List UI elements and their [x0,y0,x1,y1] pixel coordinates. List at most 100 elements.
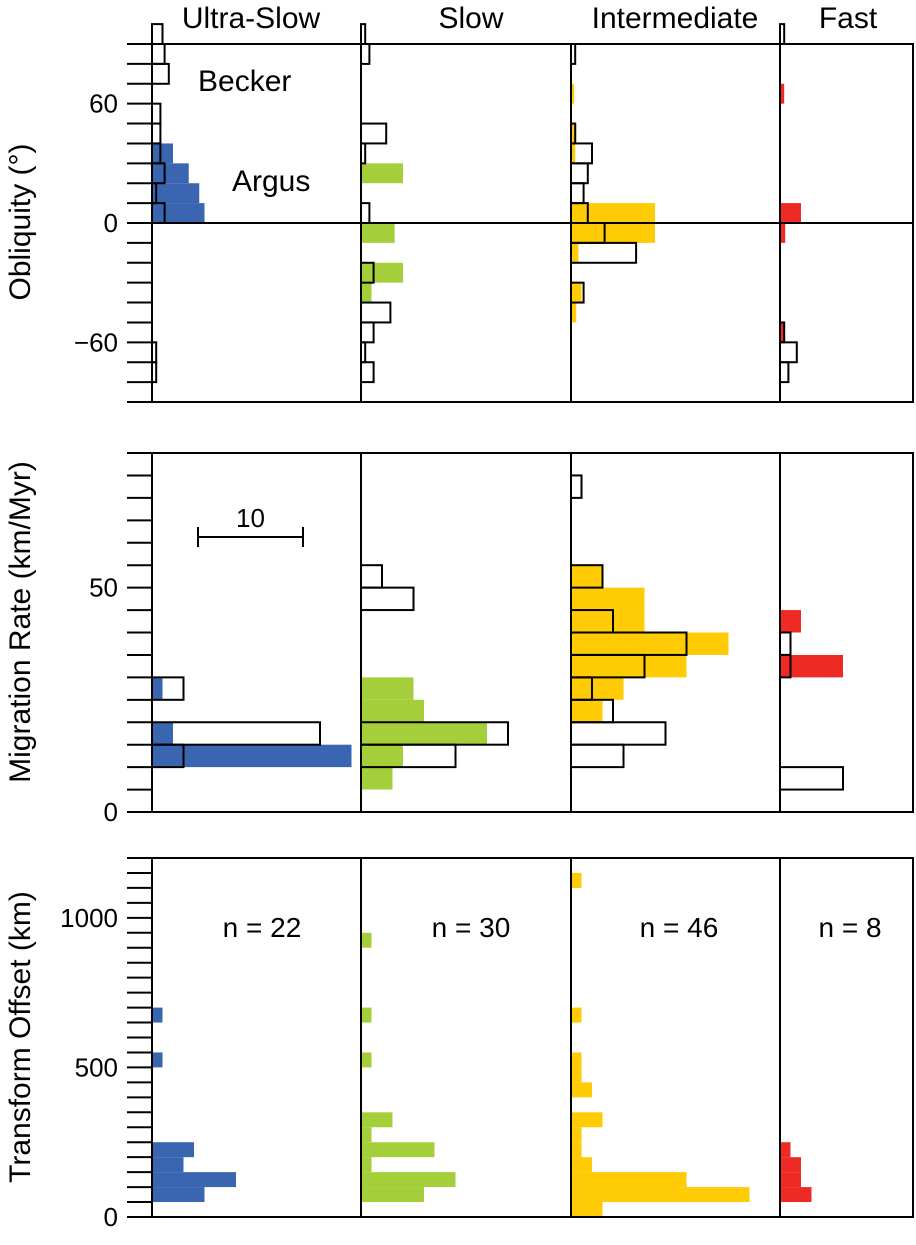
bar-offset-ultra-slow-filled [152,1172,236,1188]
bar-obliquity-ultra-slow-outline [151,23,164,45]
bar-obliquity-ultra-slow-outline [151,122,162,145]
bar-migration-ultra-slow-outline [151,721,321,746]
y-tick-label: 1000 [60,903,118,933]
bar-obliquity-slow-filled [361,223,395,243]
column-header-fast: Fast [819,2,878,35]
bar-obliquity-fast-outline [779,23,786,45]
bar-offset-intermediate-filled [571,1187,750,1203]
bar-offset-ultra-slow-filled [152,1052,163,1068]
bar-obliquity-intermediate-filled [571,302,577,323]
annotation-becker: Becker [198,65,291,98]
bar-obliquity-slow-filled [361,282,372,303]
bar-offset-intermediate-filled [571,1112,603,1128]
bar-offset-intermediate-filled [571,1127,582,1143]
bar-migration-slow-outline [360,564,383,589]
bar-offset-intermediate-filled [571,1172,687,1188]
bar-migration-slow-filled [361,744,403,768]
bar-offset-slow-filled [361,1157,372,1173]
y-tick-label: 60 [89,89,118,119]
count-label-slow: n = 30 [432,912,511,943]
bar-offset-intermediate-filled [571,1052,582,1068]
bar-obliquity-fast-outline [779,341,798,364]
bar-migration-intermediate-outline [570,743,625,769]
bar-obliquity-intermediate-outline [570,182,585,205]
annotation-argus: Argus [232,165,310,198]
bar-obliquity-intermediate-outline [570,162,589,185]
bar-obliquity-ultra-slow-outline [151,43,166,65]
bar-offset-fast-filled [780,1142,791,1158]
annotations: Becker Argus 10 n = 22 n = 30 n = 46 n =… [197,65,882,943]
count-label-intermediate: n = 46 [640,912,719,943]
bar-migration-fast-outline [779,766,844,791]
bar-migration-ultra-slow-filled [152,722,173,745]
column-header-slow: Slow [438,2,503,35]
bar-obliquity-intermediate-filled [571,282,582,303]
bar-offset-intermediate-filled [571,1202,603,1217]
bar-offset-slow-filled [361,1187,424,1203]
bar-offset-slow-filled [361,1142,435,1158]
y-tick-label: −60 [74,327,118,357]
bar-offset-intermediate-filled [571,1142,582,1158]
bar-obliquity-fast-filled [780,322,785,343]
bar-migration-intermediate-outline [570,474,583,499]
bar-obliquity-slow-outline [360,122,388,145]
bar-migration-slow-filled [361,722,487,745]
bar-obliquity-fast-outline [779,361,790,384]
y-axis-label-obliquity: Obliquity (°) [4,143,37,300]
bar-migration-fast-filled [780,654,843,678]
y-tick-label: 500 [75,1052,118,1082]
bar-obliquity-ultra-slow-outline [151,62,170,85]
bar-obliquity-fast-filled [780,203,801,223]
bar-migration-intermediate-outline [570,721,667,746]
bar-offset-fast-filled [780,1172,801,1188]
bar-obliquity-intermediate-filled [571,123,577,144]
bar-obliquity-slow-outline [360,202,371,225]
bar-offset-intermediate-filled [571,872,582,888]
bar-offset-slow-filled [361,1172,456,1188]
bar-migration-intermediate-filled [571,565,603,588]
bar-migration-fast-filled [780,610,801,633]
bar-migration-slow-outline [360,586,415,612]
panel-obliquity: 60 0 −60 [74,23,914,403]
count-label-ultra-slow: n = 22 [223,912,302,943]
column-headers: Ultra-Slow Slow Intermediate Fast [182,2,878,35]
bar-obliquity-fast-filled [780,223,786,243]
bar-obliquity-ultra-slow-filled [152,183,200,204]
bar-obliquity-intermediate-filled [571,83,575,104]
bar-offset-fast-filled [780,1187,812,1203]
bar-migration-intermediate-filled [571,587,645,611]
bar-migration-ultra-slow-filled [152,677,163,700]
bar-migration-slow-filled [361,699,424,723]
panel-offset: 1000 500 0 [60,857,914,1232]
bar-obliquity-slow-outline [360,321,375,344]
panel-migration: 50 0 [89,452,914,827]
bar-obliquity-slow-filled [361,262,403,283]
bar-migration-intermediate-filled [571,654,687,678]
bar-migration-intermediate-filled [571,699,603,723]
bar-obliquity-slow-filled [361,163,403,184]
bar-obliquity-ultra-slow-filled [152,143,173,164]
bar-migration-intermediate-filled [571,632,729,655]
y-tick-label: 0 [104,797,118,827]
count-label-fast: n = 8 [818,912,881,943]
scale-bar-label: 10 [236,503,265,533]
bar-obliquity-slow-outline [360,361,375,384]
bar-obliquity-intermediate-filled [571,242,579,263]
bar-migration-ultra-slow-filled [152,744,352,768]
bar-migration-slow-filled [361,767,393,790]
bar-offset-intermediate-filled [571,1067,582,1083]
bar-offset-ultra-slow-filled [152,1142,194,1158]
y-tick-label: 0 [104,1202,118,1232]
y-tick-label: 50 [89,573,118,603]
bar-migration-slow-filled [361,677,414,700]
bar-obliquity-ultra-slow-filled [152,203,205,223]
bar-offset-intermediate-filled [571,1082,592,1098]
bar-obliquity-intermediate-filled [571,203,655,223]
column-header-ultra-slow: Ultra-Slow [182,2,321,35]
scale-bar: 10 [197,503,304,547]
bar-offset-slow-filled [361,1112,393,1128]
bar-offset-slow-filled [361,932,372,948]
bar-offset-slow-filled [361,1052,372,1068]
bar-offset-slow-filled [361,1127,372,1143]
bar-offset-slow-filled [361,1007,372,1023]
